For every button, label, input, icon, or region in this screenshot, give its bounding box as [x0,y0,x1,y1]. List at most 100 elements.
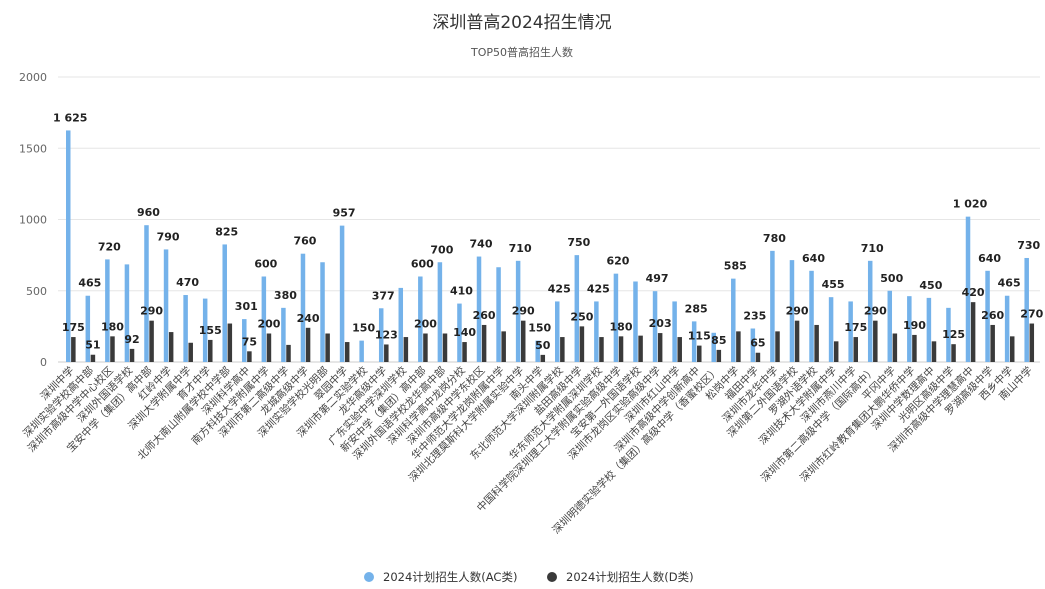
bar-ac-49 [1024,257,1029,362]
bar-d-11 [286,344,291,362]
bar-ac-28 [613,273,619,362]
data-label-ac: 285 [685,302,708,315]
bar-ac-34 [731,278,736,362]
data-label-ac: 600 [254,258,277,271]
data-label-ac: 470 [176,276,199,289]
data-label-ac: 825 [215,225,238,238]
data-label-ac: 640 [802,252,825,265]
bar-d-24 [540,354,546,362]
bar-d-30 [657,333,663,362]
bar-d-16 [384,344,389,362]
bar-ac-46 [965,216,971,362]
bar-d-49 [1029,323,1035,362]
bar-d-31 [677,337,682,362]
bar-ac-3 [124,264,130,362]
bar-ac-21 [476,256,482,362]
bar-ac-18 [418,276,423,362]
data-label-ac: 760 [293,235,316,248]
legend: 2024计划招生人数(AC类) 2024计划招生人数(D类) [364,570,694,584]
data-label-d: 92 [124,333,139,346]
data-label-ac: 740 [470,238,493,251]
bar-ac-15 [359,340,364,362]
y-tick-label: 2000 [19,71,47,84]
bar-d-29 [638,335,643,362]
bar-ac-25 [555,301,560,362]
data-label-ac: 585 [724,260,747,273]
data-label-ac: 410 [450,285,473,298]
bar-ac-31 [672,301,677,362]
bar-d-4 [149,320,154,362]
data-label-d: 203 [649,317,672,330]
bar-d-13 [325,333,330,362]
bar-ac-27 [594,301,599,362]
bar-ac-43 [907,296,912,362]
data-label-d: 155 [199,324,222,337]
data-label-d: 175 [844,321,867,334]
data-label-d: 75 [242,335,257,348]
bar-d-3 [129,348,135,362]
data-label-ac: 150 [528,322,551,335]
bar-ac-39 [828,297,834,362]
bar-ac-29 [633,281,638,362]
data-label-d: 140 [453,326,476,339]
bar-d-7 [208,339,213,362]
bar-ac-47 [985,270,990,362]
bar-d-35 [755,352,761,362]
data-label-d: 290 [512,305,535,318]
legend-label-d[interactable]: 2024计划招生人数(D类) [566,570,694,584]
bar-ac-42 [887,290,893,362]
data-label-ac: 465 [998,277,1021,290]
bar-d-47 [990,324,995,362]
data-label-ac: 150 [352,322,375,335]
bar-ac-23 [515,260,521,362]
bar-ac-16 [378,308,384,362]
legend-marker-ac [364,572,374,582]
bar-ac-35 [750,328,756,362]
data-label-d: 290 [864,305,887,318]
bar-d-40 [853,337,858,362]
bar-ac-38 [809,270,814,362]
bar-d-9 [247,351,252,362]
bar-ac-36 [770,250,775,362]
bar-ac-32 [691,321,697,362]
data-label-d: 125 [942,328,965,341]
chart-title: 深圳普高2024招生情况 [432,13,611,33]
data-label-ac: 720 [98,240,121,253]
data-label-ac: 450 [919,279,942,292]
bar-d-42 [892,333,898,362]
data-label-ac: 497 [646,272,669,285]
data-label-d: 260 [981,309,1004,322]
data-label-ac: 620 [606,255,629,268]
data-label-ac: 960 [137,206,160,219]
data-label-d: 200 [257,318,280,331]
data-label-ac: 1 020 [953,198,988,211]
legend-label-ac[interactable]: 2024计划招生人数(AC类) [383,570,517,584]
data-label-d: 190 [903,319,926,332]
data-label-d: 290 [786,305,809,318]
bar-d-14 [344,342,350,362]
bar-d-8 [227,323,233,362]
data-label-d: 85 [711,334,726,347]
bar-d-18 [423,333,428,362]
data-label-d: 420 [962,286,985,299]
data-label-d: 50 [535,339,551,352]
data-label-d: 250 [570,310,593,323]
bar-d-26 [579,326,585,362]
bar-d-0 [71,337,76,362]
y-tick-label: 0 [40,356,47,369]
data-label-d: 51 [85,339,100,352]
bar-ac-0 [66,130,71,362]
data-label-ac: 600 [411,258,434,271]
bar-ac-37 [789,260,795,362]
bar-ac-33 [711,332,716,362]
bar-layer [66,130,1035,362]
bar-d-1 [90,354,96,362]
data-label-ac: 640 [978,252,1001,265]
bar-ac-13 [320,262,325,362]
bar-ac-9 [242,319,247,362]
bar-ac-6 [183,295,188,362]
data-label-ac: 425 [587,282,610,295]
bar-d-21 [481,324,487,362]
data-label-ac: 750 [567,236,590,249]
